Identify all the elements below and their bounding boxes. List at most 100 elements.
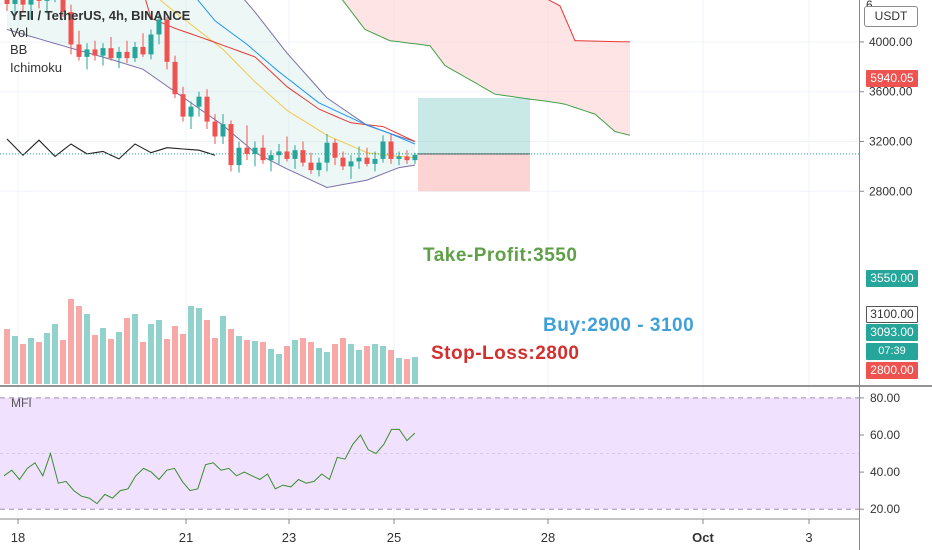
candle-body[interactable] (172, 61, 178, 95)
candle-body[interactable] (124, 51, 130, 59)
candle-body[interactable] (20, 0, 26, 5)
take-profit-badge: 3550.00 (866, 270, 918, 287)
volume-bar (220, 316, 226, 384)
cloud-segment-bear (475, 0, 480, 86)
candle-body[interactable] (68, 12, 74, 45)
cloud-segment-bear (430, 0, 435, 53)
candle-body[interactable] (316, 162, 322, 171)
candle-body[interactable] (100, 48, 106, 56)
candle-body[interactable] (116, 51, 122, 59)
price-tick-label: 3600.00 (869, 85, 913, 99)
stop-loss-zone[interactable] (418, 153, 530, 192)
cloud-segment-bear (575, 40, 580, 110)
candle-body[interactable] (60, 0, 66, 13)
time-tick-label: 18 (11, 530, 25, 545)
bb-band-fill (7, 0, 415, 188)
candle-body[interactable] (140, 46, 146, 55)
indicator-label-ichimoku[interactable]: Ichimoku (10, 60, 63, 75)
candle-body[interactable] (92, 49, 98, 56)
cloud-segment-bear (365, 0, 370, 32)
high-price-badge: 5940.05 (866, 70, 918, 87)
cloud-segment-bear (625, 41, 630, 136)
mfi-label[interactable]: MFI (11, 396, 32, 410)
bb-lower-line (6, 29, 416, 189)
volume-bar (228, 329, 234, 384)
cloud-segment-bear (530, 0, 535, 100)
candle-body[interactable] (308, 162, 314, 171)
position-zones (0, 97, 860, 192)
volume-bar (12, 336, 18, 384)
candle-body[interactable] (324, 142, 330, 163)
candle-body[interactable] (380, 141, 386, 159)
candle-body[interactable] (356, 157, 362, 162)
candle-body[interactable] (36, 0, 42, 1)
cloud-segment-bear (465, 0, 470, 80)
cloud-segment-bear (490, 0, 495, 95)
cloud-segment-bear (435, 0, 440, 59)
candle-body[interactable] (236, 147, 242, 166)
candle-body[interactable] (276, 151, 282, 156)
candle-body[interactable] (340, 157, 346, 167)
bb-upper-line (244, 0, 416, 142)
volume-bar (84, 314, 90, 384)
candle-body[interactable] (84, 49, 90, 57)
candle-body[interactable] (404, 156, 410, 161)
candle-body[interactable] (348, 161, 354, 167)
candle-body[interactable] (188, 106, 194, 117)
stop-loss-annotation: Stop-Loss:2800 (431, 343, 580, 364)
buy-level-badge: 3100.00 (866, 306, 918, 323)
volume-bar (196, 308, 202, 384)
volume-bar (244, 340, 250, 384)
candle-body[interactable] (4, 0, 10, 4)
take-profit-annotation: Take-Profit:3550 (423, 245, 578, 266)
mfi-line (3, 428, 416, 505)
ichimoku-cloud (341, 0, 631, 136)
candle-body[interactable] (364, 157, 370, 164)
candle-body[interactable] (28, 0, 34, 5)
candle-body[interactable] (156, 19, 162, 35)
candle-body[interactable] (44, 0, 50, 1)
candle-body[interactable] (132, 46, 138, 59)
candle-body[interactable] (108, 48, 114, 59)
volume-bar (148, 324, 154, 384)
volume-bar (404, 359, 410, 384)
candle-body[interactable] (396, 156, 402, 159)
candle-body[interactable] (332, 142, 338, 158)
currency-button[interactable]: USDT (864, 6, 918, 27)
candle-body[interactable] (412, 154, 418, 161)
volume-bar (356, 350, 362, 384)
candle-body[interactable] (204, 96, 210, 122)
candle-body[interactable] (228, 124, 234, 166)
candle-body[interactable] (260, 147, 266, 161)
volume-bar (284, 346, 290, 384)
candle-body[interactable] (196, 96, 202, 107)
cloud-segment-bear (395, 0, 400, 42)
candle-body[interactable] (388, 141, 394, 159)
volume-bar (124, 318, 130, 384)
candle-body[interactable] (76, 44, 82, 57)
candle-body[interactable] (372, 158, 378, 164)
candle-body[interactable] (252, 147, 258, 154)
candle-body[interactable] (148, 34, 154, 55)
candlesticks[interactable] (4, 0, 418, 179)
volume-bar (108, 339, 114, 384)
cloud-segment-bear (480, 0, 485, 89)
indicator-label-vol[interactable]: Vol (10, 25, 29, 40)
candle-body[interactable] (268, 155, 274, 161)
candle-body[interactable] (220, 124, 226, 137)
take-profit-zone[interactable] (418, 97, 530, 154)
cloud-segment-bear (590, 41, 595, 115)
indicator-label-bb[interactable]: BB (10, 42, 28, 57)
candle-body[interactable] (180, 94, 186, 117)
candle-body[interactable] (300, 150, 306, 163)
candle-body[interactable] (12, 0, 18, 4)
candle-body[interactable] (244, 147, 250, 154)
candle-body[interactable] (284, 151, 290, 159)
cloud-segment-bear (405, 0, 410, 44)
cloud-segment-bear (620, 41, 625, 135)
candle-body[interactable] (212, 121, 218, 137)
symbol-title[interactable]: YFII / TetherUS, 4h, BINANCE (10, 8, 191, 23)
candle-body[interactable] (292, 150, 298, 159)
candle-body[interactable] (164, 19, 170, 62)
